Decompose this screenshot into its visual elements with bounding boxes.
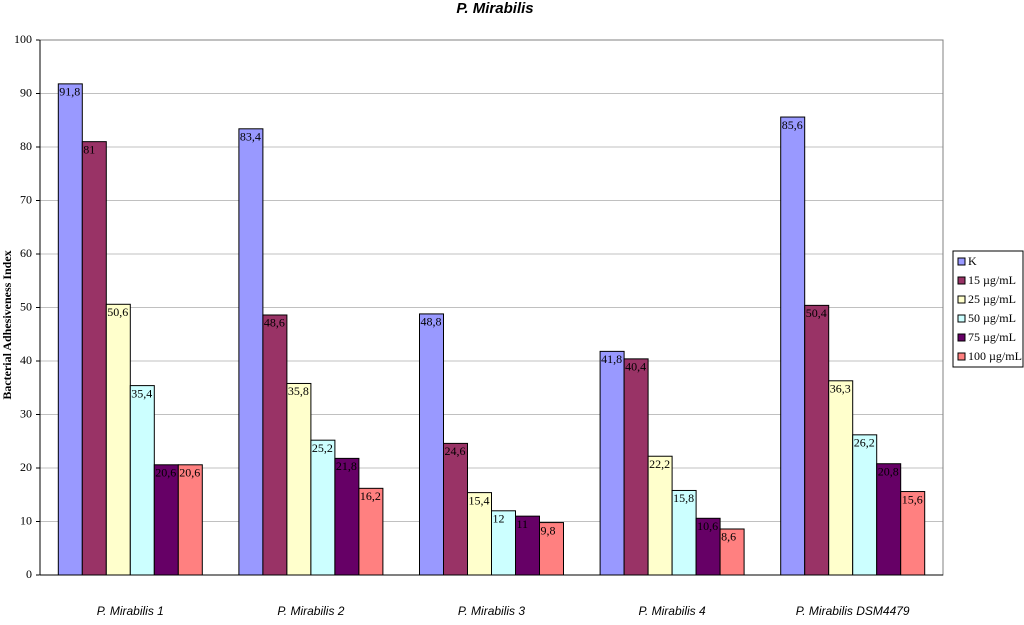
bar xyxy=(177,464,203,576)
bar xyxy=(647,455,673,576)
legend-swatch xyxy=(957,257,966,266)
bar xyxy=(310,439,336,576)
bar xyxy=(780,116,806,576)
value-label: 85,6 xyxy=(782,118,803,132)
legend-label: K xyxy=(968,254,977,268)
y-tick-label: 80 xyxy=(20,139,32,153)
bar xyxy=(419,313,444,576)
bar xyxy=(599,350,625,576)
value-label: 40,4 xyxy=(625,360,646,374)
y-tick-label: 40 xyxy=(20,353,32,367)
bar xyxy=(57,83,83,576)
value-label: 25,2 xyxy=(312,441,333,455)
bar xyxy=(262,314,288,576)
legend-label: 75 µg/mL xyxy=(968,330,1016,344)
y-tick-label: 90 xyxy=(20,85,32,99)
legend-label: 25 µg/mL xyxy=(968,292,1016,306)
bar xyxy=(334,457,360,576)
value-label: 50,6 xyxy=(107,305,128,319)
y-axis-label: Bacterial Adhesiveness Index xyxy=(0,250,14,399)
value-label: 8,6 xyxy=(721,530,736,544)
legend-swatch xyxy=(957,295,966,304)
bar xyxy=(876,463,902,576)
bar xyxy=(539,522,564,576)
bar xyxy=(129,385,155,576)
y-tick-label: 30 xyxy=(20,406,32,420)
value-label: 12 xyxy=(493,512,505,526)
value-label: 21,8 xyxy=(336,459,357,473)
x-tick-label: P. Mirabilis 3 xyxy=(458,604,525,618)
value-label: 20,6 xyxy=(179,466,200,480)
value-label: 22,2 xyxy=(649,457,670,471)
bar xyxy=(467,492,492,576)
y-tick-label: 0 xyxy=(26,567,32,581)
bar xyxy=(828,380,854,576)
value-label: 91,8 xyxy=(59,85,80,99)
value-label: 11 xyxy=(517,517,529,531)
x-tick-label: P. Mirabilis 1 xyxy=(97,604,164,618)
value-label: 35,4 xyxy=(131,386,152,400)
bar xyxy=(804,304,830,576)
bar xyxy=(238,128,264,576)
value-label: 83,4 xyxy=(240,130,261,144)
value-label: 16,2 xyxy=(360,489,381,503)
value-label: 15,4 xyxy=(469,493,490,507)
value-label: 50,4 xyxy=(806,306,827,320)
bar xyxy=(623,358,649,576)
legend-label: 100 µg/mL xyxy=(968,349,1022,363)
legend-swatch xyxy=(957,333,966,342)
y-tick-label: 100 xyxy=(14,32,32,46)
x-tick-label: P. Mirabilis 2 xyxy=(277,604,344,618)
legend-box xyxy=(952,250,1024,368)
value-label: 48,6 xyxy=(264,316,285,330)
value-label: 36,3 xyxy=(830,382,851,396)
legend-swatch xyxy=(957,276,966,285)
legend-label: 50 µg/mL xyxy=(968,311,1016,325)
value-label: 35,8 xyxy=(288,384,309,398)
legend-swatch xyxy=(957,352,966,361)
legend-label: 15 µg/mL xyxy=(968,273,1016,287)
bar xyxy=(695,517,721,576)
bar xyxy=(443,442,468,576)
bar xyxy=(358,487,384,576)
y-tick-label: 10 xyxy=(20,513,32,527)
y-tick-label: 60 xyxy=(20,246,32,260)
value-label: 15,6 xyxy=(902,492,923,506)
value-label: 24,6 xyxy=(445,444,466,458)
chart-title: P. Mirabilis xyxy=(456,0,533,17)
bar xyxy=(852,434,878,576)
legend-swatch xyxy=(957,314,966,323)
x-tick-label: P. Mirabilis 4 xyxy=(639,604,706,618)
y-tick-label: 50 xyxy=(20,299,32,313)
value-label: 10,6 xyxy=(697,519,718,533)
value-label: 15,8 xyxy=(673,491,694,505)
bar xyxy=(81,141,107,576)
x-tick-label: P. Mirabilis DSM4479 xyxy=(796,604,910,618)
value-label: 41,8 xyxy=(601,352,622,366)
value-label: 26,2 xyxy=(854,436,875,450)
bar xyxy=(105,303,131,576)
bar xyxy=(900,491,926,576)
bar xyxy=(719,528,745,576)
bar xyxy=(491,510,516,576)
value-label: 81 xyxy=(83,142,95,156)
value-label: 48,8 xyxy=(421,315,442,329)
bar xyxy=(286,382,312,576)
value-label: 20,8 xyxy=(878,464,899,478)
y-tick-label: 70 xyxy=(20,192,32,206)
y-tick-label: 20 xyxy=(20,460,32,474)
value-label: 9,8 xyxy=(541,523,556,537)
value-label: 20,6 xyxy=(155,466,176,480)
bar xyxy=(153,464,179,576)
